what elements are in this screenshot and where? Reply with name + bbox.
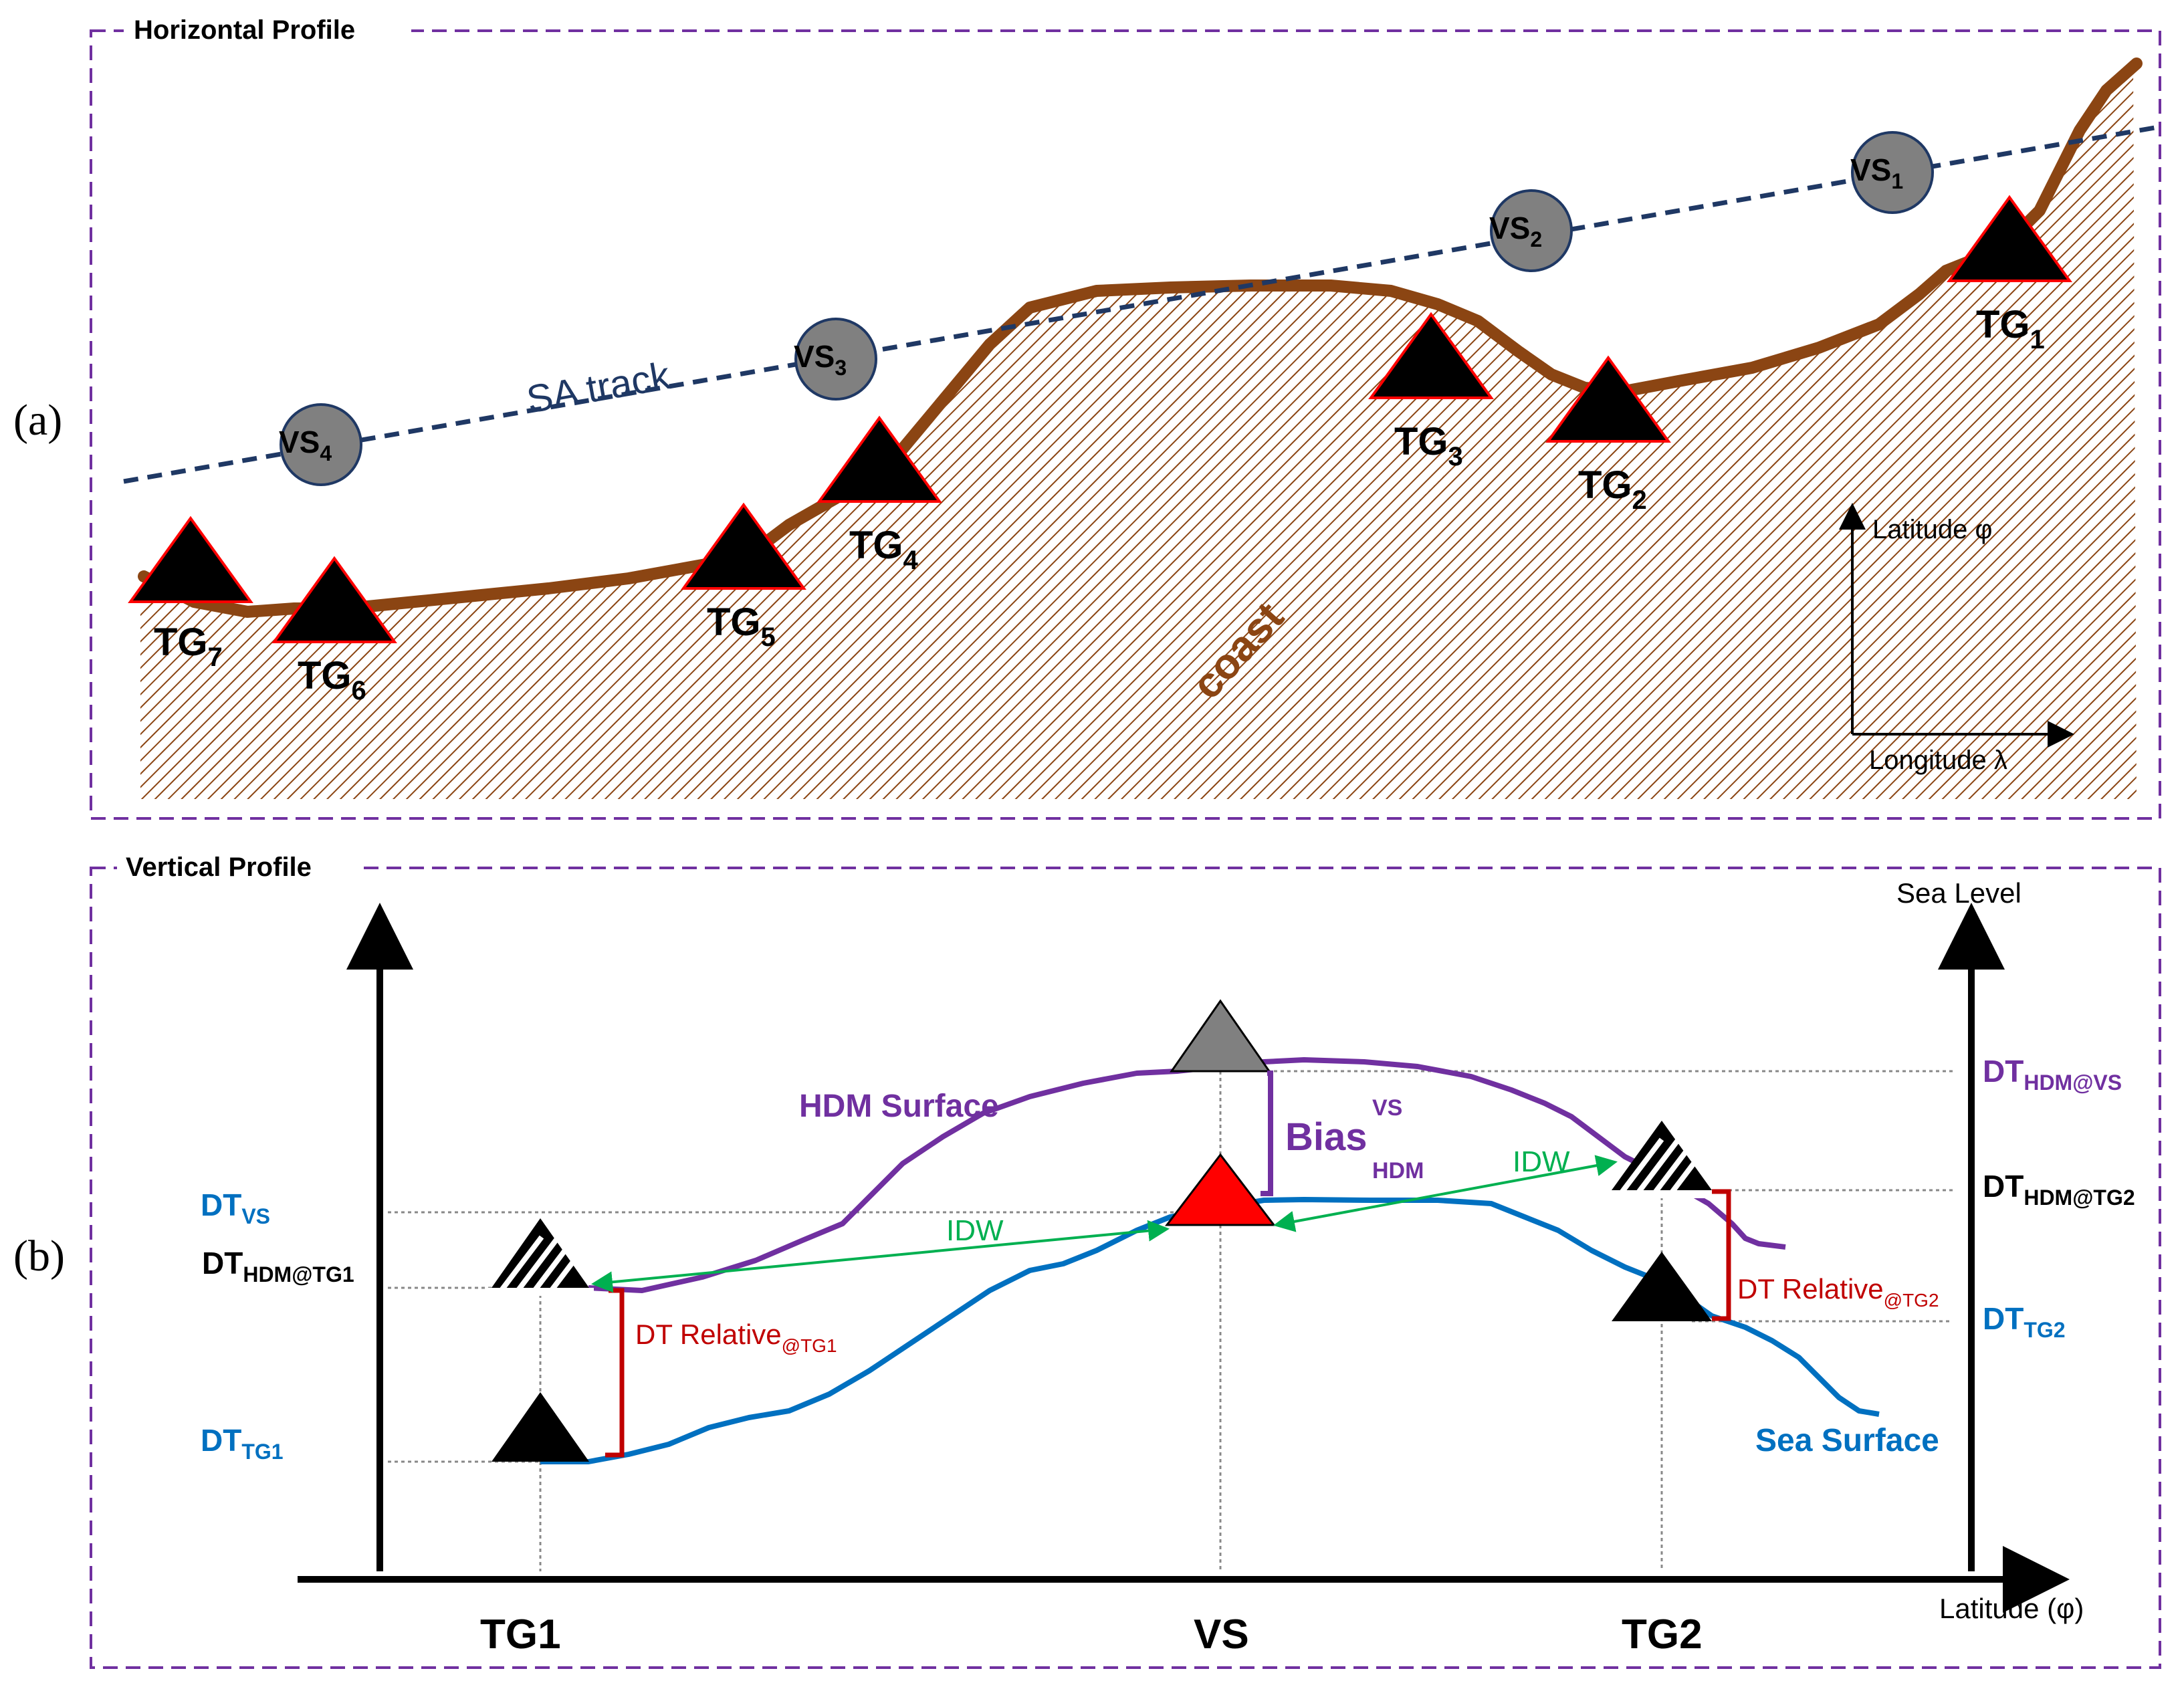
tg-marker-1: TG1 <box>1947 195 2072 354</box>
panel-a-title: Horizontal Profile <box>134 15 355 45</box>
idw-arrow-left <box>591 1220 1170 1293</box>
sa-track-label: SA track <box>524 354 674 422</box>
hdm-vs-triangle <box>1170 999 1271 1073</box>
idw-label-left: IDW <box>946 1214 1004 1247</box>
tg-marker-5: TG5 <box>681 502 806 652</box>
svg-text:TG7: TG7 <box>154 621 223 672</box>
vs-marker-3: VS3 <box>794 318 877 401</box>
svg-text:TG5: TG5 <box>707 600 776 652</box>
dt-hdm-vs-label: DTHDM@VS <box>1983 1054 2122 1095</box>
bias-bracket <box>1261 1071 1273 1196</box>
tg1-hdm-striped-marker <box>487 1218 594 1297</box>
dt-hdm-tg1-label: DTHDM@TG1 <box>202 1246 354 1286</box>
svg-text:VS4: VS4 <box>279 425 332 465</box>
panel-a-letter: (a) <box>13 396 62 445</box>
tg-marker-7: TG7 <box>128 516 253 672</box>
coastline <box>138 58 2143 618</box>
sea-level-label: Sea Level <box>1896 877 2022 909</box>
panel-a: Horizontal Profile (a) coast SA track VS… <box>13 15 2161 820</box>
sa-track-line <box>123 124 2159 484</box>
tg2-triangle <box>1612 1252 1712 1321</box>
dt-tg2-label: DTTG2 <box>1983 1301 2066 1342</box>
idw-arrow-right <box>1273 1155 1618 1232</box>
latitude-axis-label: Latitude (φ) <box>1939 1593 2084 1624</box>
panel-b-frame <box>90 867 2161 1669</box>
sea-surface-label: Sea Surface <box>1755 1423 1939 1458</box>
tg-marker-2: TG2 <box>1545 355 1671 515</box>
dt-relative-tg1-bracket <box>605 1288 625 1458</box>
bias-label: BiasVS HDM <box>1285 1095 1424 1184</box>
vs-marker-1: VS1 <box>1850 131 1934 214</box>
tg1-triangle <box>492 1392 589 1462</box>
x-label-tg2: TG2 <box>1622 1611 1703 1658</box>
dt-vs-label: DTVS <box>201 1188 270 1228</box>
dt-relative-tg2-bracket <box>1712 1189 1731 1321</box>
svg-text:TG4: TG4 <box>849 524 919 575</box>
panel-a-frame <box>90 29 2161 820</box>
tg-marker-4: TG4 <box>816 415 942 575</box>
dt-relative-tg2-label: DT Relative@TG2 <box>1737 1273 1939 1311</box>
dt-relative-tg1-label: DT Relative@TG1 <box>635 1319 837 1356</box>
vs-marker-4: VS4 <box>279 403 362 486</box>
panel-b-letter: (b) <box>13 1232 65 1280</box>
tg-marker-6: TG6 <box>271 556 397 705</box>
coast-area <box>140 67 2137 799</box>
svg-text:TG2: TG2 <box>1578 463 1647 515</box>
panel-b: Vertical Profile (b) Sea Level Latitude … <box>13 851 2161 1669</box>
svg-text:TG1: TG1 <box>1976 303 2045 354</box>
tg-marker-3: TG3 <box>1368 312 1494 471</box>
svg-text:VS2: VS2 <box>1489 211 1542 251</box>
hdm-surface-label: HDM Surface <box>799 1089 999 1124</box>
svg-text:TG3: TG3 <box>1394 420 1463 471</box>
dt-tg1-label: DTTG1 <box>201 1423 284 1464</box>
x-label-tg1: TG1 <box>480 1611 561 1658</box>
sea-surface-line <box>540 1197 1880 1464</box>
latitude-axis-label: Latitude φ <box>1872 515 1992 544</box>
svg-text:VS3: VS3 <box>794 339 847 380</box>
idw-label-right: IDW <box>1513 1145 1570 1178</box>
tg2-hdm-striped-marker <box>1607 1121 1717 1199</box>
vs-marker-2: VS2 <box>1489 189 1573 272</box>
dt-hdm-tg2-label: DTHDM@TG2 <box>1983 1169 2135 1210</box>
x-label-vs: VS <box>1194 1611 1249 1658</box>
svg-text:VS1: VS1 <box>1850 152 1903 193</box>
longitude-axis-label: Longitude λ <box>1869 746 2007 775</box>
svg-text:TG6: TG6 <box>298 654 366 705</box>
panel-b-title: Vertical Profile <box>126 853 312 882</box>
vs-triangle <box>1164 1153 1277 1226</box>
